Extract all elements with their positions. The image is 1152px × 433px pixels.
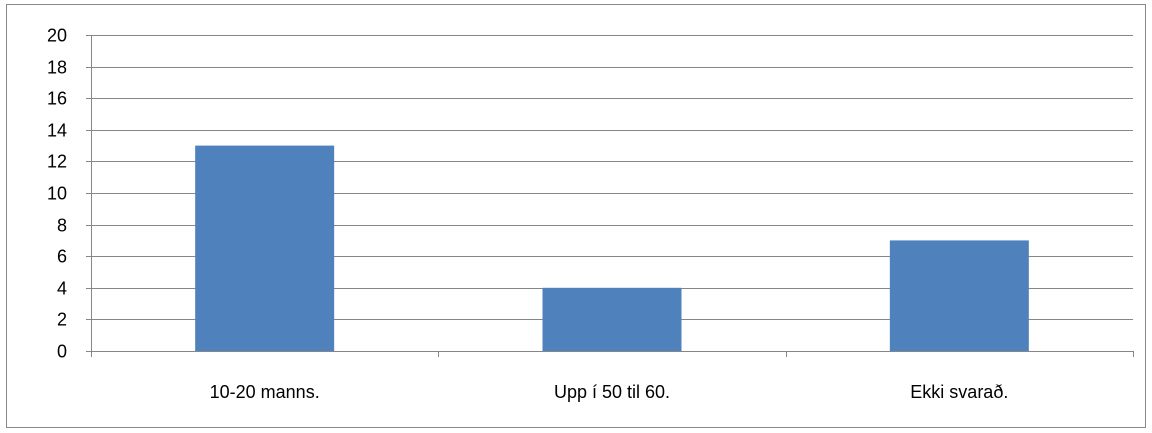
y-tick-label: 18 [47, 58, 67, 78]
y-tick-label: 4 [57, 279, 67, 299]
y-tick-label: 0 [57, 342, 67, 362]
x-tick-label: 10-20 manns. [210, 382, 320, 402]
y-tick-label: 6 [57, 247, 67, 267]
y-tick-label: 10 [47, 184, 67, 204]
bar-2 [542, 287, 682, 351]
y-tick-label: 8 [57, 216, 67, 236]
y-tick-label: 16 [47, 89, 67, 109]
x-axis-tick-labels: 10-20 manns. Upp í 50 til 60. Ekki svarað. [210, 382, 1009, 402]
y-axis-tick-labels: 0 2 4 6 8 10 12 14 16 18 20 [47, 26, 67, 362]
bars [195, 145, 1029, 351]
bar-1 [195, 145, 335, 351]
bar-3 [889, 240, 1029, 351]
axes [86, 35, 1134, 357]
x-tick-label: Upp í 50 til 60. [554, 382, 670, 402]
y-tick-label: 20 [47, 26, 67, 46]
y-tick-label: 2 [57, 310, 67, 330]
y-tick-label: 12 [47, 152, 67, 172]
x-tick-label: Ekki svarað. [910, 382, 1008, 402]
y-tick-label: 14 [47, 121, 67, 141]
